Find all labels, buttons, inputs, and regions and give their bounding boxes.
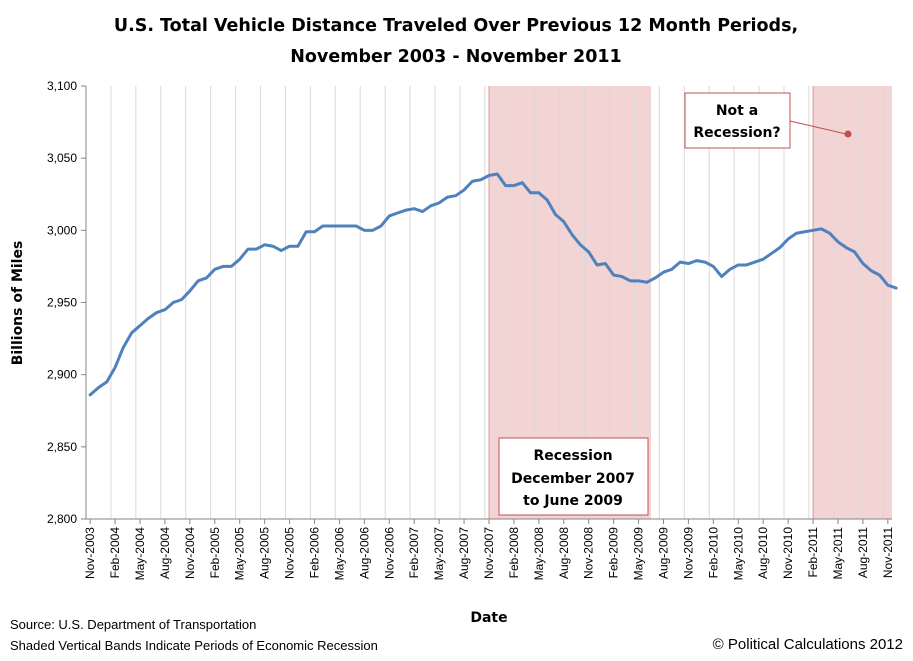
recession-callout-line-1: Recession	[533, 448, 612, 464]
x-tick-label: Feb-2009	[607, 527, 621, 579]
x-tick-label: May-2004	[133, 527, 147, 581]
x-tick-label: Nov-2008	[582, 527, 596, 579]
y-tick-label: 3,050	[47, 151, 77, 165]
x-tick-label: May-2011	[831, 527, 845, 580]
y-tick-label: 2,950	[47, 296, 77, 310]
x-tick-label: Nov-2006	[382, 527, 396, 579]
x-tick-label: Aug-2008	[557, 527, 571, 579]
not-recession-callout-box	[684, 92, 791, 149]
data-series	[88, 172, 898, 397]
recession-callout-line-3: to June 2009	[523, 493, 623, 509]
x-tick-label: Feb-2007	[407, 527, 421, 579]
x-tick-label: May-2009	[632, 527, 646, 581]
x-tick-label: May-2010	[731, 527, 745, 581]
x-tick-label: Nov-2011	[881, 527, 895, 578]
x-axis-title: Date	[470, 610, 507, 626]
x-tick-label: Aug-2009	[656, 527, 670, 579]
x-tick-label: Feb-2011	[806, 527, 820, 578]
x-tick-label: May-2008	[532, 527, 546, 581]
x-tick-label: May-2007	[432, 527, 446, 581]
source-note: Source: U.S. Department of Transportatio…	[10, 617, 256, 632]
chart-title-line-1: U.S. Total Vehicle Distance Traveled Ove…	[114, 16, 798, 36]
y-tick-label: 2,800	[47, 512, 77, 526]
shading-note: Shaded Vertical Bands Indicate Periods o…	[10, 638, 378, 653]
x-tick-label: Feb-2010	[706, 527, 720, 579]
y-tick-labels: 2,800 2,850 2,900 2,950 3,000 3,050 3,100	[47, 79, 77, 526]
x-tick-label: May-2005	[233, 527, 247, 581]
recession-callout-box	[498, 437, 649, 516]
not-recession-callout: Not a Recession?	[684, 92, 852, 149]
copyright: © Political Calculations 2012	[713, 636, 903, 653]
x-tick-label: Nov-2004	[183, 527, 197, 579]
recession-callout-line-2: December 2007	[511, 471, 635, 487]
x-tick-label: Nov-2003	[83, 527, 97, 579]
x-tick-label: Feb-2006	[308, 527, 322, 579]
x-tick-label: Nov-2009	[681, 527, 695, 579]
not-recession-line-2: Recession?	[693, 125, 780, 141]
x-tick-label: Feb-2005	[208, 527, 222, 579]
chart-title: U.S. Total Vehicle Distance Traveled Ove…	[114, 16, 798, 67]
y-tick-label: 3,000	[47, 223, 77, 237]
y-tick-label: 2,900	[47, 368, 77, 382]
x-tick-label: Nov-2007	[482, 527, 496, 579]
recession-callout: Recession December 2007 to June 2009	[498, 437, 649, 516]
x-tick-label: Aug-2004	[158, 527, 172, 579]
x-tick-label: Aug-2007	[457, 527, 471, 579]
axes	[81, 85, 892, 524]
x-tick-label: Aug-2011	[856, 527, 870, 578]
series-line-1	[88, 172, 898, 397]
x-tick-label: Aug-2005	[258, 527, 272, 579]
x-tick-labels: Nov-2003 Feb-2004 May-2004 Aug-2004 Nov-2004…	[83, 527, 895, 581]
x-tick-label: Aug-2010	[756, 527, 770, 579]
chart-title-line-2: November 2003 - November 2011	[290, 47, 621, 67]
x-tick-label: Feb-2004	[108, 527, 122, 579]
not-recession-marker	[844, 130, 852, 138]
footer: Source: U.S. Department of Transportatio…	[10, 617, 903, 653]
grid-lines	[110, 86, 885, 519]
x-tick-label: Feb-2008	[507, 527, 521, 579]
y-tick-label: 2,850	[47, 440, 77, 454]
x-tick-label: Nov-2005	[283, 527, 297, 579]
x-tick-label: May-2006	[332, 527, 346, 581]
not-recession-line-1: Not a	[716, 103, 758, 119]
not-recession-leader-line	[789, 120, 847, 135]
x-tick-label: Aug-2006	[357, 527, 371, 579]
x-tick-label: Nov-2010	[781, 527, 795, 579]
y-tick-label: 3,100	[47, 79, 77, 93]
y-axis-title: Billions of Miles	[10, 241, 26, 366]
recession-band-2	[813, 86, 892, 519]
